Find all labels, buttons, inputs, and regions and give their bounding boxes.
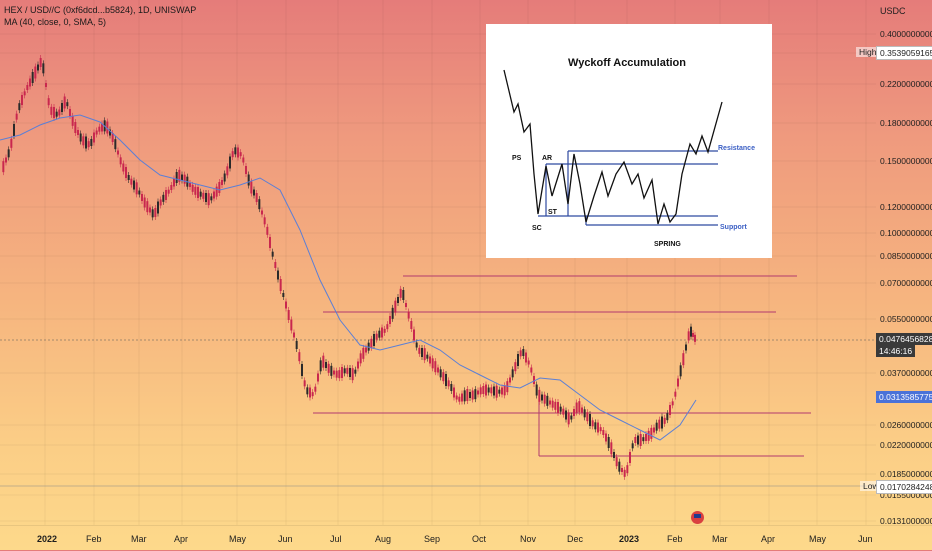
price-tick-label: 0.0370000000 [880,368,932,378]
spring-label: SPRING [654,241,681,248]
price-tick-label: 0.0550000000 [880,314,932,324]
indicator-legend[interactable]: MA (40, close, 0, SMA, 5) [4,17,107,27]
candles[interactable] [2,55,696,480]
time-tick-label: Sep [424,534,441,544]
chart-header: HEX / USD//C (0xf6dcd...b5824), 1D, UNIS… [4,4,196,28]
resistance-label: Resistance [718,145,755,152]
time-tick-label: Mar [131,534,147,544]
time-tick-label: Feb [667,534,683,544]
price-tick-label: 0.2200000000 [880,79,932,89]
time-tick-label: 2022 [37,534,58,544]
moving-average-line[interactable] [0,114,697,441]
price-tick-label: 0.1200000000 [880,202,932,212]
price-tick-label: 0.1500000000 [880,156,932,166]
time-tick-label: Jun [278,534,293,544]
current-price-tag: 0.0476456828 [876,333,932,345]
time-tick-label: Dec [567,534,584,544]
high-value-tag: 0.3539059165 [876,46,932,60]
time-tick-label: Apr [761,534,776,544]
time-tick-label: Aug [375,534,392,544]
ar-label: AR [542,155,552,162]
countdown-tag: 14:46:16 [876,345,916,357]
currency-label: USDC [880,6,906,16]
low-value-tag: 0.0170284248 [876,480,932,494]
time-tick-label: Apr [174,534,189,544]
time-tick-label: Oct [472,534,487,544]
high-label: High [856,47,880,57]
price-tick-label: 0.1000000000 [880,228,932,238]
sc-label: SC [532,225,542,232]
price-tick-label: 0.0700000000 [880,278,932,288]
time-axis[interactable] [0,525,932,551]
price-tick-label: 0.0850000000 [880,251,932,261]
support-label: Support [720,224,747,231]
time-tick-label: Feb [86,534,102,544]
time-tick-label: Mar [712,534,728,544]
time-tick-label: Jun [858,534,873,544]
symbol-title[interactable]: HEX / USD//C (0xf6dcd...b5824), 1D, UNIS… [4,5,197,15]
price-tick-label: 0.4000000000 [880,29,932,39]
price-tick-label: 0.0131000000 [880,516,932,526]
price-tick-label: 0.1800000000 [880,118,932,128]
ma-value-tag: 0.0313585775 [876,391,932,403]
low-label: Low [860,481,882,491]
time-tick-label: May [229,534,247,544]
us-flag-event-icon[interactable] [691,511,704,524]
st-label: ST [548,209,558,216]
wyckoff-inset-image: Wyckoff Accumulation PS AR ST SC SPRING … [486,24,772,258]
price-path [503,69,723,225]
horizontal-levels[interactable] [0,275,876,487]
time-tick-label: Jul [330,534,342,544]
time-tick-label: May [809,534,827,544]
price-tick-label: 0.0260000000 [880,420,932,430]
time-tick-label: Nov [520,534,537,544]
ps-label: PS [512,155,522,162]
time-tick-label: 2023 [619,534,640,544]
inset-title: Wyckoff Accumulation [568,57,686,69]
wyckoff-diagram: Wyckoff Accumulation PS AR ST SC SPRING … [503,57,755,248]
price-tick-label: 0.0185000000 [880,469,932,479]
price-tick-label: 0.0220000000 [880,440,932,450]
price-tick-label: 0.0155000000 [880,490,932,500]
